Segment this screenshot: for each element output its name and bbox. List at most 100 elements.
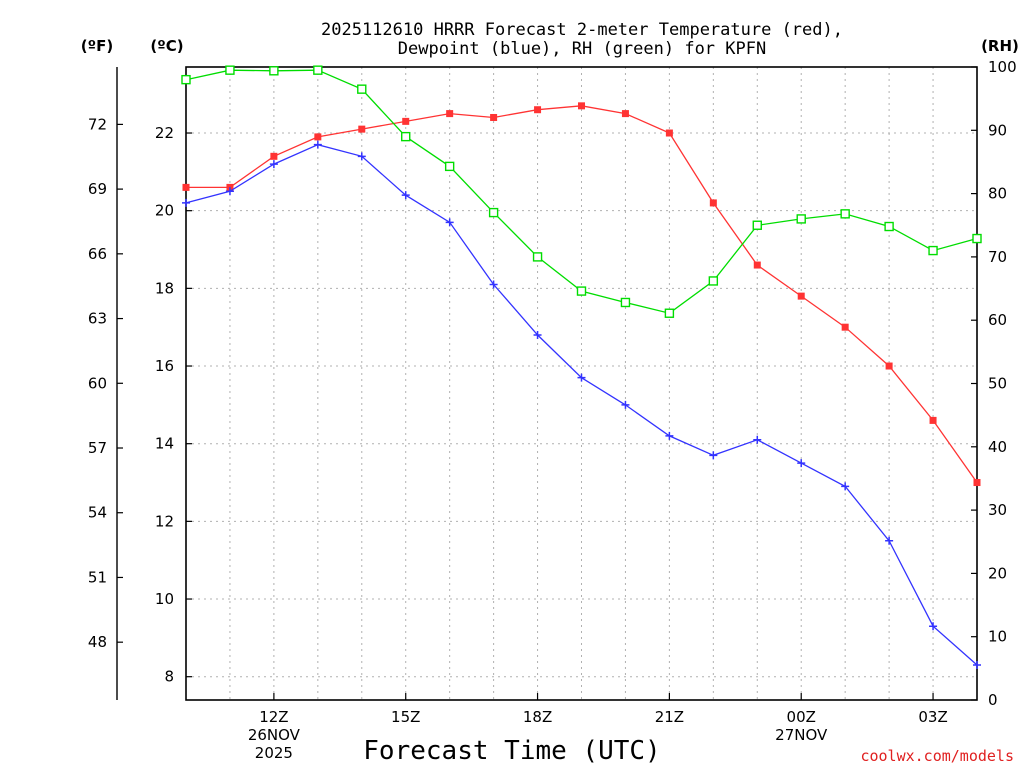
temperature-point xyxy=(182,183,190,191)
dewpoint-point xyxy=(753,435,762,444)
celsius-tick-label: 10 xyxy=(155,590,174,608)
dewpoint-point xyxy=(841,482,850,491)
temperature-point xyxy=(490,113,498,121)
dewpoint-point xyxy=(929,622,938,631)
dewpoint-point xyxy=(357,152,366,161)
fahrenheit-tick-label: 51 xyxy=(88,568,107,586)
fahrenheit-tick-label: 66 xyxy=(88,245,107,263)
dewpoint-point xyxy=(665,431,674,440)
temperature-point xyxy=(314,133,322,141)
temperature-point xyxy=(753,261,761,269)
rh-tick-label: 80 xyxy=(988,185,1007,203)
dewpoint-point xyxy=(621,400,630,409)
x-tick-label: 00Z xyxy=(787,708,816,726)
temperature-point xyxy=(402,117,410,125)
fahrenheit-tick-label: 63 xyxy=(88,310,107,328)
rh-point xyxy=(576,286,587,296)
x-tick-label: 27NOV xyxy=(775,726,828,744)
rh-point xyxy=(972,233,982,244)
credit-link[interactable]: coolwx.com/models xyxy=(860,747,1014,765)
plot-frame xyxy=(185,66,978,701)
chart-title-line-1: 2025112610 HRRR Forecast 2-meter Tempera… xyxy=(321,20,843,40)
celsius-tick-label: 8 xyxy=(164,668,174,686)
temperature-point xyxy=(534,106,542,114)
temperature-point xyxy=(358,125,366,133)
rh-point xyxy=(532,252,543,262)
rh-point xyxy=(840,209,850,219)
rh-point xyxy=(444,161,455,172)
fahrenheit-tick-label: 48 xyxy=(88,633,107,651)
temperature-point xyxy=(578,102,585,110)
dewpoint-point xyxy=(885,536,894,545)
rh-point xyxy=(488,207,499,218)
dewpoint-point xyxy=(709,451,718,460)
celsius-tick-label: 14 xyxy=(155,435,174,453)
rh-tick-label: 100 xyxy=(988,58,1017,76)
dewpoint-point xyxy=(445,218,454,227)
temperature-point xyxy=(446,110,454,118)
dewpoint-point xyxy=(225,187,234,196)
dewpoint-point xyxy=(533,330,542,339)
rh-point xyxy=(752,220,762,230)
dewpoint-point xyxy=(182,198,190,207)
rh-point xyxy=(884,221,894,232)
dewpoint-point xyxy=(797,459,806,468)
fahrenheit-tick-label: 54 xyxy=(88,504,107,522)
temperature-point xyxy=(929,416,937,424)
rh-tick-label: 70 xyxy=(988,248,1007,266)
x-tick-label: 15Z xyxy=(391,708,420,726)
x-axis-label: Forecast Time (UTC) xyxy=(363,736,660,766)
fahrenheit-axis-unit: (ºF) xyxy=(81,37,113,55)
fahrenheit-tick-label: 72 xyxy=(88,115,107,133)
fahrenheit-tick-label: 60 xyxy=(88,374,107,392)
rh-point xyxy=(313,65,323,75)
rh-tick-label: 40 xyxy=(988,438,1007,456)
celsius-tick-label: 16 xyxy=(155,357,174,375)
dewpoint-point xyxy=(269,160,278,169)
fahrenheit-tick-label: 69 xyxy=(88,180,107,198)
temperature-point xyxy=(709,199,717,207)
temperature-point xyxy=(885,362,893,370)
rh-axis-unit: (RH) xyxy=(981,37,1019,55)
x-tick-label: 2025 xyxy=(255,744,293,762)
rh-tick-label: 50 xyxy=(988,375,1007,393)
rh-point xyxy=(269,66,279,76)
temperature-point xyxy=(665,129,673,137)
rh-tick-label: 20 xyxy=(988,564,1007,582)
rh-tick-label: 0 xyxy=(988,691,998,709)
rh-point xyxy=(401,131,411,142)
celsius-tick-label: 20 xyxy=(155,202,174,220)
rh-point xyxy=(796,214,806,224)
x-tick-label: 12Z xyxy=(259,708,288,726)
dewpoint-point xyxy=(313,140,322,149)
data-series xyxy=(181,65,982,670)
dewpoint-point xyxy=(973,661,981,670)
celsius-tick-label: 18 xyxy=(155,279,174,297)
x-tick-label: 18Z xyxy=(523,708,552,726)
rh-tick-label: 30 xyxy=(988,501,1007,519)
x-tick-label: 21Z xyxy=(655,708,684,726)
fahrenheit-tick-label: 57 xyxy=(88,439,107,457)
temperature-point xyxy=(973,479,981,487)
rh-tick-label: 10 xyxy=(988,628,1007,646)
rh-point xyxy=(181,74,191,85)
rh-tick-label: 90 xyxy=(988,121,1007,139)
rh-point xyxy=(357,84,367,94)
celsius-tick-label: 12 xyxy=(155,512,174,530)
temperature-point xyxy=(797,292,805,300)
rh-point xyxy=(620,297,631,308)
rh-point xyxy=(708,276,719,286)
temperature-point xyxy=(841,323,849,331)
dewpoint-point xyxy=(401,191,410,200)
temperature-point xyxy=(621,110,629,118)
rh-tick-label: 60 xyxy=(988,311,1007,329)
axes: 48 51 54 57 60 63 66 69 72 8 10 12 14 16 18 20 22 0 10 20 30… xyxy=(88,58,1017,762)
dewpoint-point xyxy=(489,280,498,289)
temperature-point xyxy=(270,152,278,160)
x-tick-label: 26NOV xyxy=(248,726,301,744)
celsius-tick-label: 22 xyxy=(155,124,174,142)
chart-title-line-2: Dewpoint (blue), RH (green) for KPFN xyxy=(398,39,766,59)
celsius-axis-unit: (ºC) xyxy=(150,37,183,55)
dewpoint-point xyxy=(577,373,586,382)
